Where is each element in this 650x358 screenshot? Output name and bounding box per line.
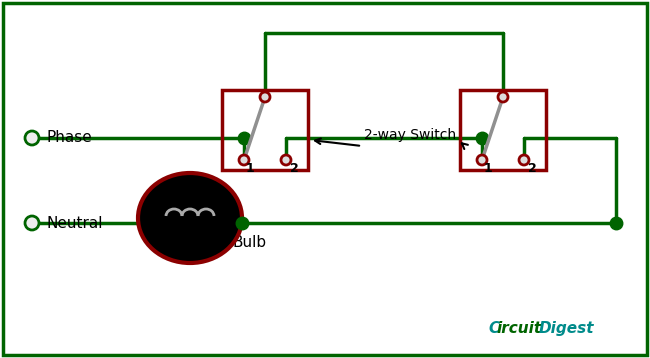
Text: 1: 1 (246, 162, 255, 175)
Circle shape (281, 155, 291, 165)
Text: 1: 1 (484, 162, 493, 175)
Circle shape (25, 131, 39, 145)
Circle shape (239, 155, 249, 165)
Circle shape (25, 216, 39, 230)
Circle shape (260, 92, 270, 102)
Text: 2: 2 (528, 162, 537, 175)
Text: 2-way Switch: 2-way Switch (364, 128, 456, 142)
Text: Bulb: Bulb (232, 235, 266, 250)
Text: Digest: Digest (539, 321, 595, 336)
Text: 2: 2 (290, 162, 299, 175)
Text: ircuit: ircuit (497, 321, 541, 336)
Ellipse shape (138, 173, 242, 263)
Circle shape (498, 92, 508, 102)
Text: C: C (488, 321, 499, 336)
Text: Phase: Phase (46, 131, 92, 145)
Text: Neutral: Neutral (46, 216, 103, 231)
Circle shape (519, 155, 529, 165)
Circle shape (477, 155, 487, 165)
